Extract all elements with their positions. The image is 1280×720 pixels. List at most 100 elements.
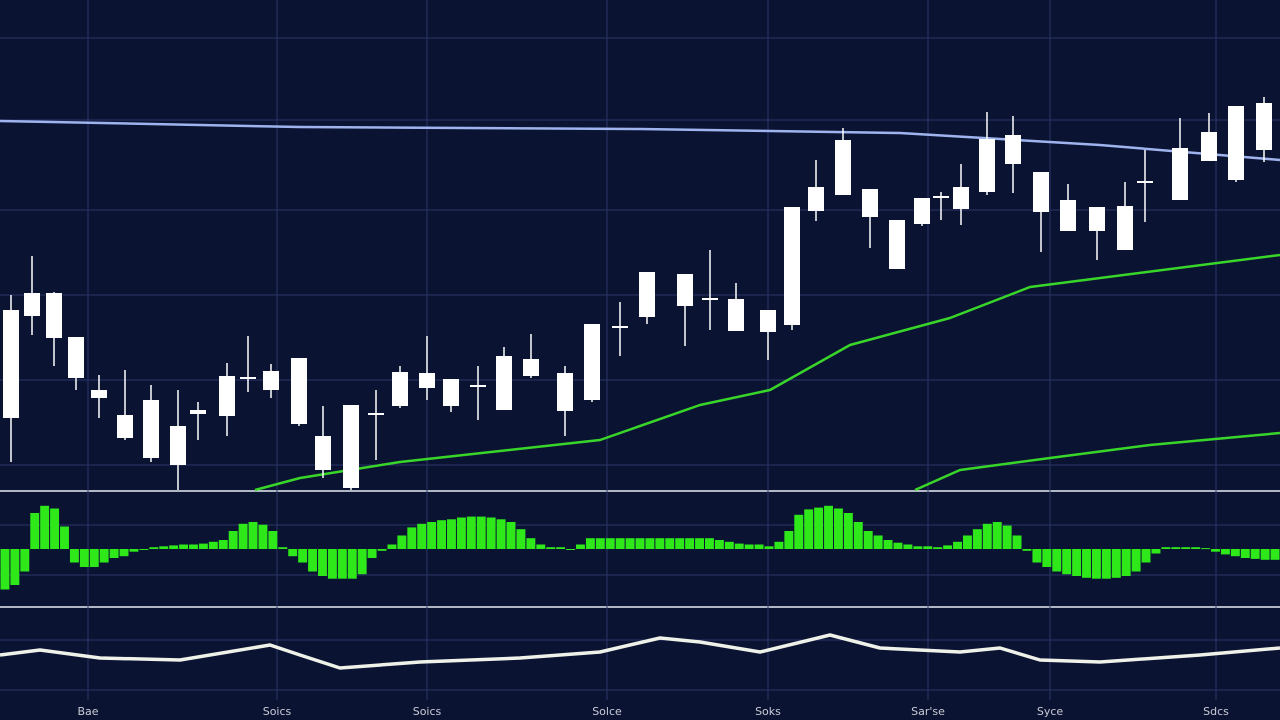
histogram-bar [129, 549, 139, 552]
histogram-bar [149, 547, 159, 549]
x-tick-label: Sdcs [1203, 705, 1229, 718]
histogram-bar [1131, 549, 1141, 572]
histogram-bar [189, 544, 198, 549]
histogram-bar [893, 542, 903, 549]
x-tick-label: Bae [77, 705, 98, 718]
histogram-bar [833, 508, 843, 549]
histogram-bar [526, 538, 536, 549]
histogram-bar [883, 540, 893, 549]
histogram-bar [327, 549, 337, 579]
histogram-bar [1082, 549, 1091, 578]
histogram-bar [764, 546, 774, 549]
candle-body [1201, 132, 1217, 161]
histogram-bar [218, 540, 228, 549]
histogram-bar [40, 505, 50, 549]
histogram-bar [992, 522, 1002, 549]
candle-body [933, 196, 949, 198]
histogram-bar [1062, 549, 1072, 575]
histogram-bar [139, 549, 149, 550]
candle-body [1060, 200, 1076, 231]
histogram-bar [486, 517, 496, 549]
histogram-bar [357, 549, 367, 575]
histogram-bar [774, 541, 784, 549]
candle-body [1033, 172, 1049, 212]
histogram-bar [1191, 547, 1201, 549]
candle-body [677, 274, 693, 306]
histogram-bar [50, 508, 60, 549]
histogram-bar [456, 517, 466, 549]
histogram-bar [704, 538, 714, 549]
candle-body [953, 187, 969, 209]
histogram-bar [308, 549, 318, 572]
candle-body [240, 377, 256, 379]
histogram-bar [318, 549, 327, 576]
histogram-bar [1111, 549, 1121, 578]
histogram-bar [814, 507, 824, 549]
histogram-bar [536, 544, 546, 549]
histogram-bar [278, 547, 288, 549]
histogram-bar [804, 509, 814, 549]
histogram-bar [69, 549, 79, 563]
histogram-bar [427, 522, 437, 549]
histogram-bar [119, 549, 129, 557]
histogram-bar [605, 538, 615, 549]
histogram-bar [794, 514, 804, 549]
candle-body [557, 373, 573, 411]
histogram-bar [228, 531, 238, 549]
histogram-bar [496, 519, 506, 549]
histogram-bar [298, 549, 308, 563]
histogram-bar [109, 549, 119, 558]
candle-body [46, 293, 62, 338]
candle-body [1228, 106, 1244, 180]
x-tick-label: Sar'se [911, 705, 945, 718]
oscillator-line [0, 633, 1280, 670]
candle-body [584, 324, 600, 400]
x-tick-label: Syce [1037, 705, 1064, 718]
candle-body [263, 371, 279, 390]
histogram-bar [89, 549, 99, 567]
candle-body [419, 373, 435, 388]
candle-body [914, 198, 930, 224]
histogram-bar [248, 522, 258, 549]
histogram-bar [824, 505, 833, 549]
moving-average-line [0, 119, 1280, 162]
histogram-bar [20, 549, 30, 572]
histogram-bar [576, 544, 585, 549]
histogram-bar [0, 549, 10, 590]
histogram-bar [387, 544, 397, 549]
candle-body [470, 385, 486, 387]
histogram-bar [585, 538, 595, 549]
histogram-bar [169, 545, 179, 549]
candle-body [808, 187, 824, 211]
candle-body [979, 139, 995, 192]
histogram-bar [516, 529, 526, 549]
candle-body [315, 436, 331, 470]
histogram-bar [962, 535, 972, 549]
candle-body [862, 189, 878, 217]
candle-body [612, 326, 628, 328]
histogram-bar [1250, 549, 1260, 559]
histogram-bar [1211, 549, 1220, 552]
histogram-bar [1012, 535, 1022, 549]
candle-body [1256, 103, 1272, 150]
histogram-bar [159, 546, 169, 549]
histogram-bar [675, 538, 685, 549]
histogram-bar [635, 538, 645, 549]
histogram-bar [1270, 549, 1280, 560]
histogram-bar [685, 538, 695, 549]
x-tick-label: Solce [592, 705, 622, 718]
candle-body [1005, 135, 1021, 164]
candle-body [368, 413, 384, 415]
histogram-bar [10, 549, 20, 585]
histogram-bar [1072, 549, 1082, 576]
histogram-bar [1091, 549, 1101, 579]
histogram-bar [1042, 549, 1052, 567]
histogram-bar [734, 543, 744, 549]
candle-body [170, 426, 186, 465]
histogram-bar [714, 540, 724, 549]
moving-average-line [914, 431, 1280, 492]
candle-body [760, 310, 776, 332]
candle-body [190, 410, 206, 414]
histogram-bar [615, 538, 625, 549]
candle-body [443, 379, 459, 406]
